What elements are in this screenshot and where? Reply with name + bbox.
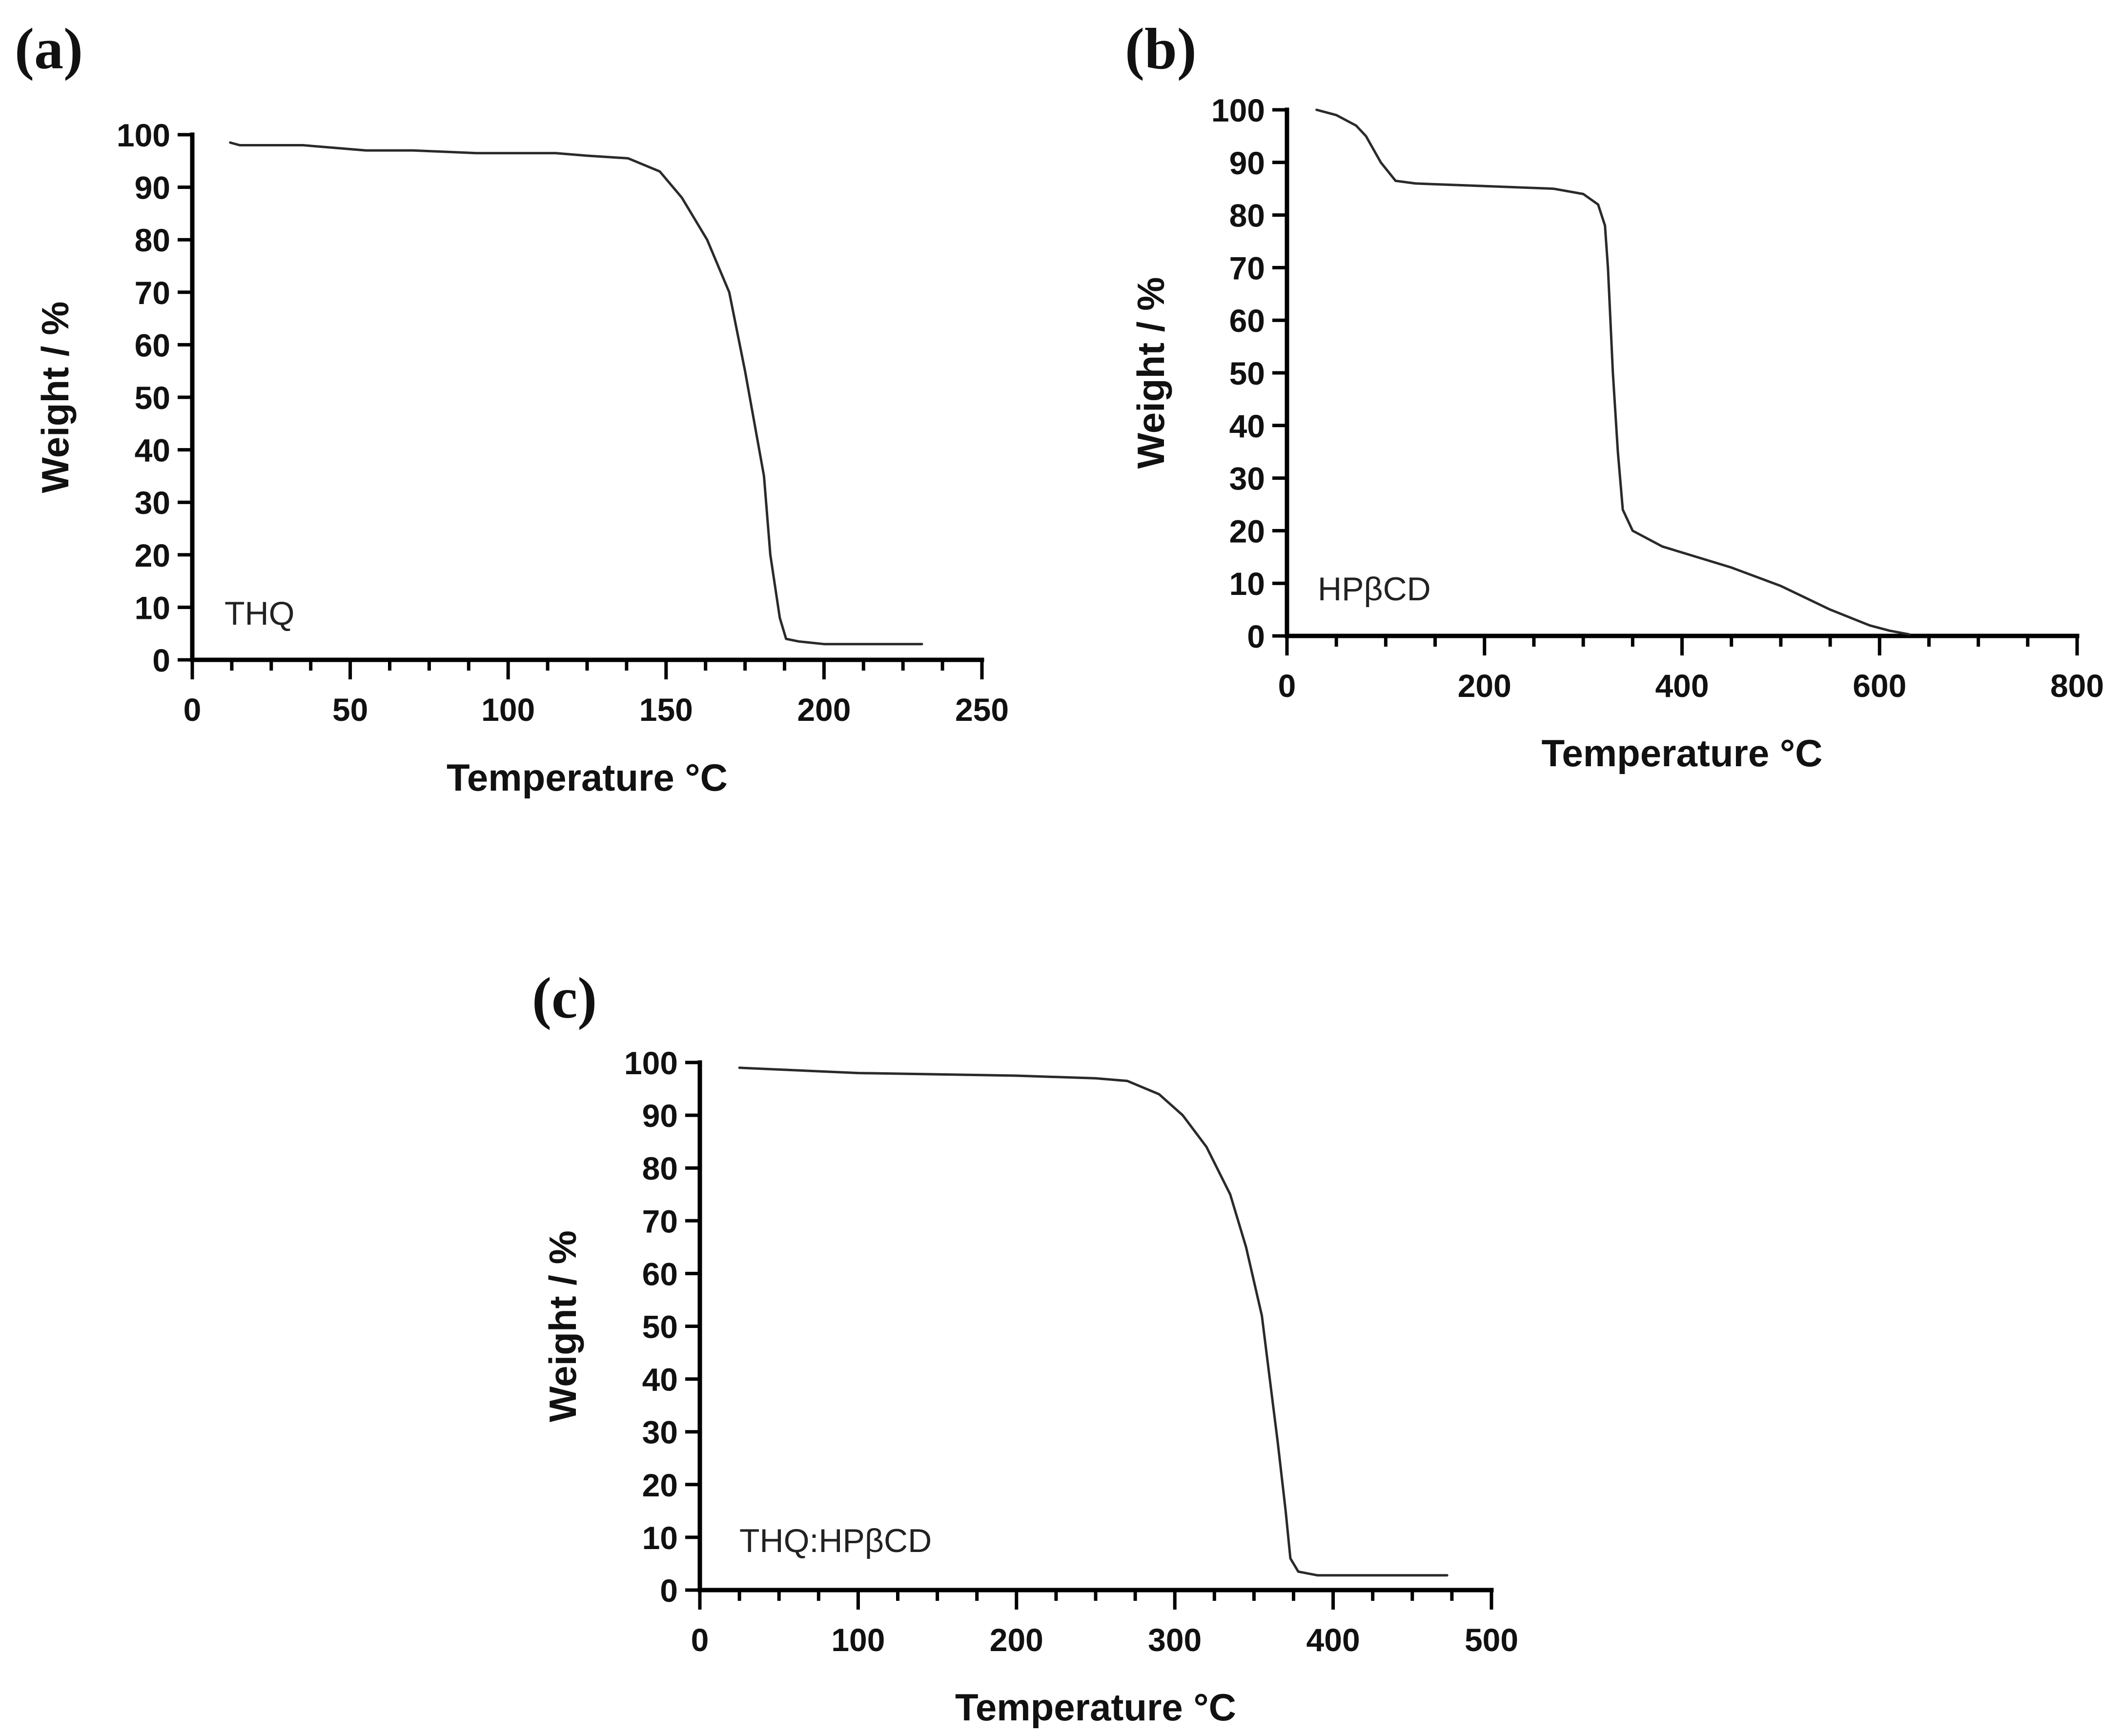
y-tick-label: 20 xyxy=(135,537,170,573)
y-tick-label: 70 xyxy=(1229,250,1265,286)
sample-annotation: THQ xyxy=(224,595,295,632)
y-axis-title: Weight / % xyxy=(1129,277,1172,469)
y-tick-label: 60 xyxy=(135,327,170,363)
y-tick-label: 70 xyxy=(642,1203,678,1239)
y-tick-label: 30 xyxy=(642,1414,678,1450)
y-tick-label: 60 xyxy=(1229,303,1265,339)
y-tick-label: 40 xyxy=(135,432,170,469)
x-tick-label: 0 xyxy=(1278,668,1296,704)
x-tick-label: 0 xyxy=(691,1622,709,1658)
x-axis-title: Temperature °C xyxy=(447,756,728,799)
panel-label: (c) xyxy=(532,965,597,1030)
x-axis-title: Temperature °C xyxy=(1542,732,1823,775)
x-tick-label: 200 xyxy=(1458,668,1511,704)
y-tick-label: 30 xyxy=(1229,461,1265,497)
y-tick-label: 20 xyxy=(642,1467,678,1503)
x-axis-title: Temperature °C xyxy=(955,1686,1236,1729)
panel-a-thq: (a) 0 10 20 30 40 50 60 70 80 90 100 0 50 100 150 200 250… xyxy=(15,16,1009,799)
y-tick-label: 50 xyxy=(642,1309,678,1345)
tga-curve xyxy=(738,1066,1449,1577)
y-tick-label: 60 xyxy=(642,1256,678,1292)
y-tick-label: 10 xyxy=(1229,566,1265,602)
y-axis-title: Weight / % xyxy=(34,302,77,493)
x-tick-label: 250 xyxy=(955,692,1009,728)
y-tick-label: 10 xyxy=(642,1520,678,1556)
panel-b-hpbcd: (b) 0 10 20 30 40 50 60 70 80 90 100 0 200 400 600 800 Te… xyxy=(1125,16,2104,775)
x-tick-label: 100 xyxy=(831,1622,885,1658)
x-tick-label: 800 xyxy=(2050,668,2104,704)
tga-curve xyxy=(1315,108,1911,636)
y-axis-title: Weight / % xyxy=(541,1230,584,1422)
panel-c-thq-hpbcd: (c) 0 10 20 30 40 50 60 70 80 90 100 0 100 200 300 400 50… xyxy=(532,965,1518,1729)
y-tick-label: 40 xyxy=(1229,408,1265,444)
y-tick-label: 80 xyxy=(642,1150,678,1186)
y-tick-label: 0 xyxy=(1247,618,1265,654)
y-tick-label: 30 xyxy=(135,485,170,521)
y-tick-label: 50 xyxy=(135,380,170,416)
y-tick-label: 0 xyxy=(660,1573,678,1609)
y-tick-label: 90 xyxy=(642,1098,678,1134)
x-tick-label: 600 xyxy=(1853,668,1906,704)
x-tick-label: 400 xyxy=(1655,668,1709,704)
x-tick-label: 400 xyxy=(1306,1622,1360,1658)
y-tick-label: 90 xyxy=(1229,145,1265,181)
y-tick-label: 70 xyxy=(135,275,170,311)
x-tick-label: 200 xyxy=(990,1622,1043,1658)
y-tick-label: 20 xyxy=(1229,513,1265,549)
y-tick-label: 10 xyxy=(135,590,170,626)
y-tick-label: 90 xyxy=(135,170,170,206)
y-tick-label: 100 xyxy=(117,117,170,153)
x-tick-label: 100 xyxy=(481,692,535,728)
tga-curve xyxy=(229,141,923,646)
y-tick-label: 80 xyxy=(135,222,170,258)
x-tick-label: 200 xyxy=(797,692,851,728)
x-tick-label: 300 xyxy=(1148,1622,1202,1658)
y-tick-label: 100 xyxy=(1211,92,1265,128)
sample-annotation: THQ:HPβCD xyxy=(739,1522,932,1559)
x-tick-label: 50 xyxy=(332,692,368,728)
x-tick-label: 150 xyxy=(639,692,693,728)
y-tick-label: 40 xyxy=(642,1362,678,1398)
y-tick-label: 100 xyxy=(624,1045,678,1081)
y-tick-label: 0 xyxy=(152,642,170,678)
panel-label: (a) xyxy=(15,16,83,81)
y-tick-label: 50 xyxy=(1229,355,1265,391)
panel-label: (b) xyxy=(1125,16,1197,81)
sample-annotation: HPβCD xyxy=(1318,571,1431,608)
x-tick-label: 500 xyxy=(1465,1622,1518,1658)
y-tick-label: 80 xyxy=(1229,198,1265,234)
x-tick-label: 0 xyxy=(184,692,202,728)
